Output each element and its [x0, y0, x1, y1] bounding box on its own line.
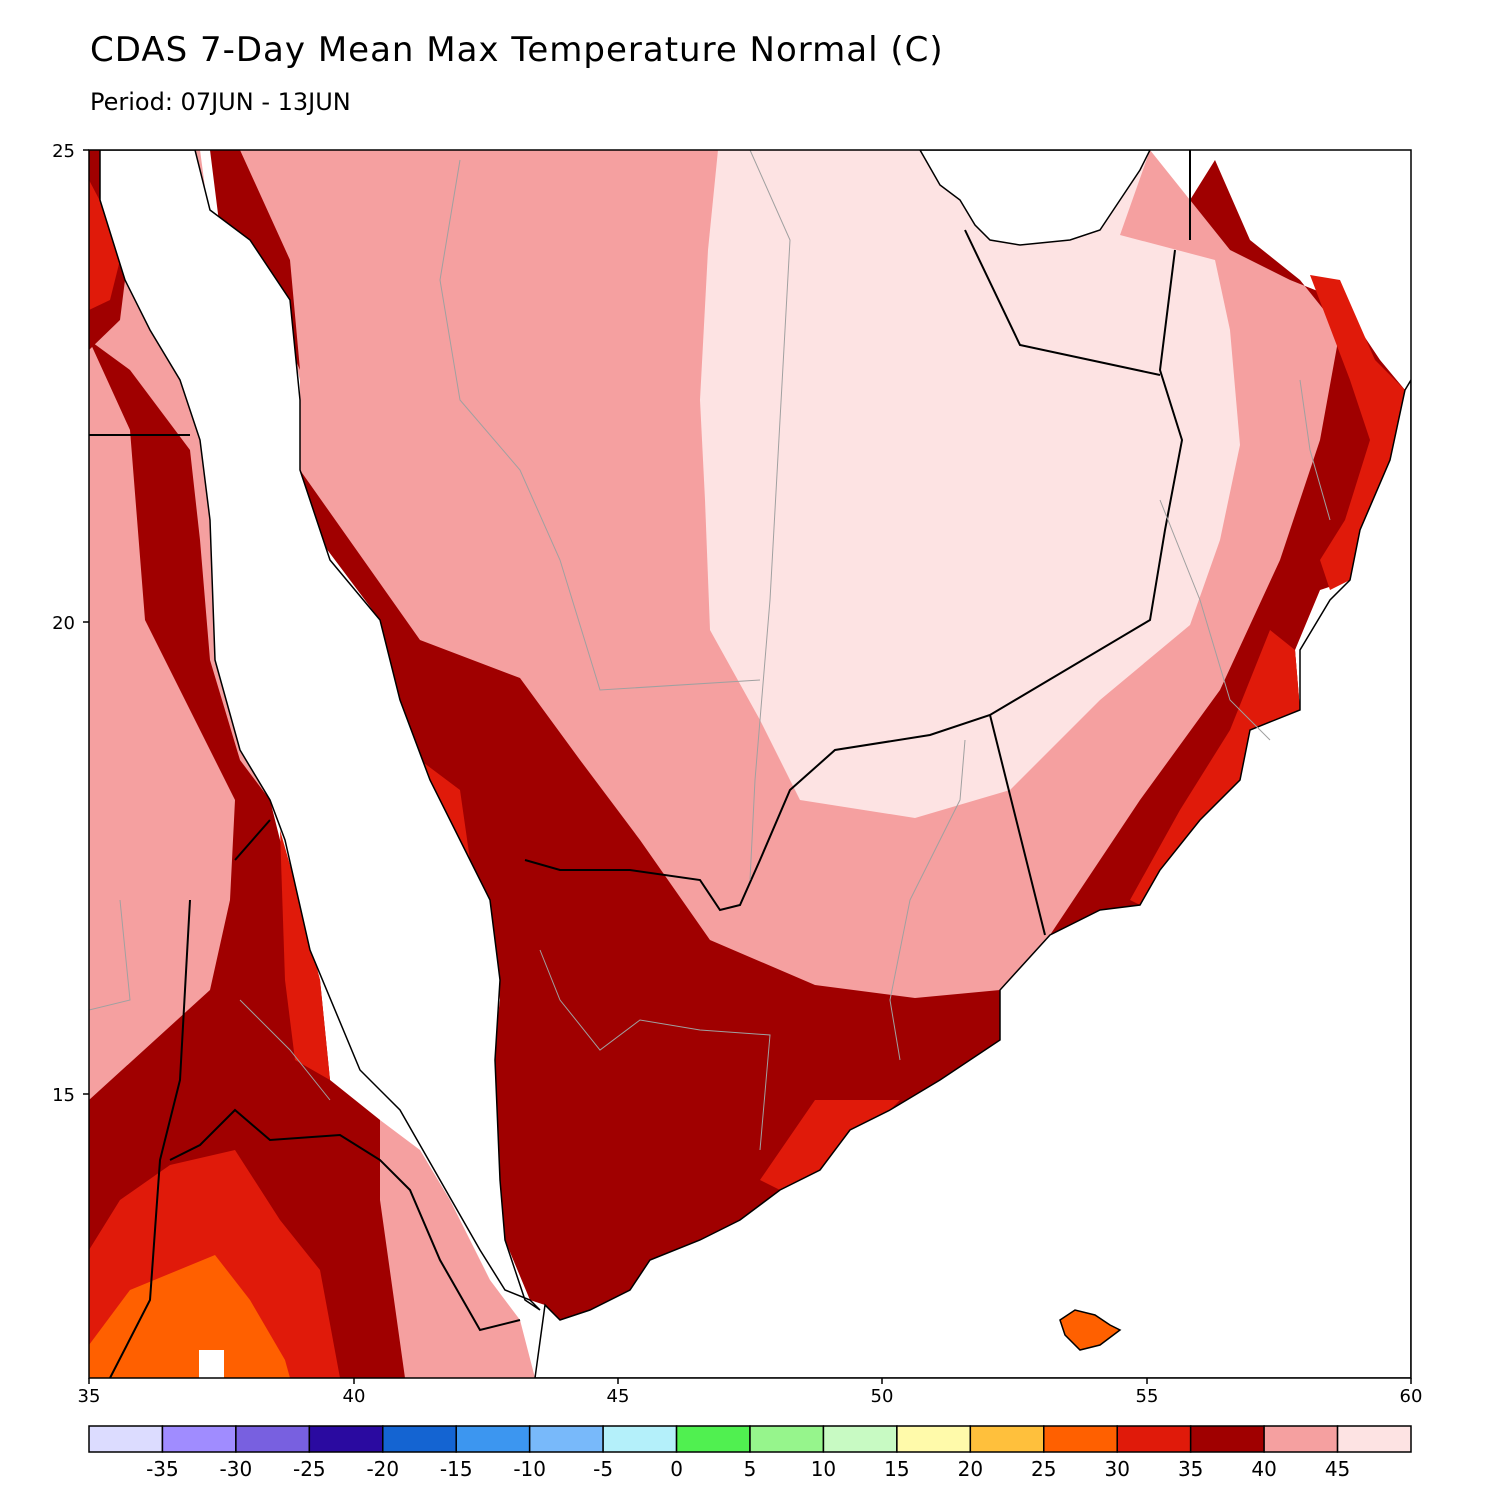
band-25-30-ethiopia [89, 1255, 290, 1378]
colorbar-label: 40 [1251, 1457, 1276, 1481]
persian-gulf [919, 150, 1151, 246]
colorbar-swatch [455, 1425, 531, 1453]
colorbar-swatch [749, 1425, 825, 1453]
colorbar-swatch [602, 1425, 678, 1453]
colorbar-label: 10 [811, 1457, 836, 1481]
lat-tick-15: 15 [52, 1085, 75, 1106]
colorbar-swatch [382, 1425, 457, 1453]
colorbar-swatch [1043, 1425, 1118, 1453]
band-white-patch [199, 1350, 224, 1378]
colorbar-swatch [528, 1425, 604, 1453]
colorbar-label: -25 [293, 1457, 326, 1481]
colorbar-label: 5 [744, 1457, 757, 1481]
band-30-35-eritrea [280, 830, 330, 1080]
colorbar-label: -35 [146, 1457, 179, 1481]
band-30-35-oman [1310, 275, 1405, 590]
colorbar-swatch [161, 1425, 237, 1453]
colorbar-label: 25 [1031, 1457, 1056, 1481]
yemen-oman-border [989, 714, 1046, 936]
band-above-45-center [700, 150, 1240, 818]
axis-ticks [83, 149, 1412, 1384]
colorbar-swatch [235, 1425, 311, 1453]
colorbar-label: -30 [220, 1457, 253, 1481]
colorbar-label: 35 [1178, 1457, 1203, 1481]
colorbar-label: 0 [670, 1457, 683, 1481]
colorbar-swatch [88, 1425, 164, 1453]
sudan-eritrea-border [109, 899, 191, 1378]
colorbar-swatch [1116, 1425, 1192, 1453]
lon-tick-50: 50 [871, 1386, 894, 1407]
eritrea-ethiopia-border [169, 1108, 521, 1332]
colorbar-label: -5 [593, 1457, 613, 1481]
chart-title: CDAS 7-Day Mean Max Temperature Normal (… [90, 30, 944, 70]
lat-tick-20: 20 [52, 613, 75, 634]
red-sea [99, 150, 541, 1311]
period-subtitle: Period: 07JUN - 13JUN [90, 88, 351, 116]
arabian-sea [534, 378, 1411, 1378]
sudan-eritrea-north [234, 819, 271, 861]
country-borders [89, 150, 1191, 1378]
colorbar-swatch [1263, 1425, 1339, 1453]
colorbar-swatch [822, 1425, 898, 1453]
colorbar-label: -20 [366, 1457, 399, 1481]
map-plot-area [89, 150, 1411, 1378]
colorbar-label: 30 [1104, 1457, 1129, 1481]
colorbar-label: -15 [440, 1457, 473, 1481]
colorbar-swatch [1336, 1425, 1412, 1453]
socotra-fill [1059, 1309, 1122, 1351]
saudi-uae-border [964, 229, 1161, 376]
band-30-35-africa-west [89, 180, 120, 310]
lon-tick-35: 35 [78, 1386, 101, 1407]
colorbar-label: 45 [1325, 1457, 1350, 1481]
colorbar-label: 20 [958, 1457, 983, 1481]
colorbar-label: 15 [884, 1457, 909, 1481]
lon-tick-55: 55 [1136, 1386, 1159, 1407]
colorbar-swatch [969, 1425, 1045, 1453]
lat-tick-25: 25 [52, 141, 75, 162]
admin-boundaries [89, 150, 1331, 1151]
colorbar-swatch [675, 1425, 751, 1453]
colorbar-label: -10 [513, 1457, 546, 1481]
lon-tick-60: 60 [1400, 1386, 1423, 1407]
plot-frame [88, 149, 1412, 1379]
colorbar-swatch [896, 1425, 972, 1453]
band-30-35-oman-south [1130, 630, 1300, 905]
lon-tick-40: 40 [343, 1386, 366, 1407]
colorbar-swatch [308, 1425, 384, 1453]
colorbar-swatch [1189, 1425, 1265, 1453]
band-35-40-africa [89, 340, 405, 1378]
lon-tick-45: 45 [607, 1386, 630, 1407]
colorbar: -35 -30 -25 -20 -15 -10 -5 0 5 10 15 20 25 30 35 40 45 [88, 1425, 1412, 1481]
saudi-yemen-border [524, 249, 1184, 912]
